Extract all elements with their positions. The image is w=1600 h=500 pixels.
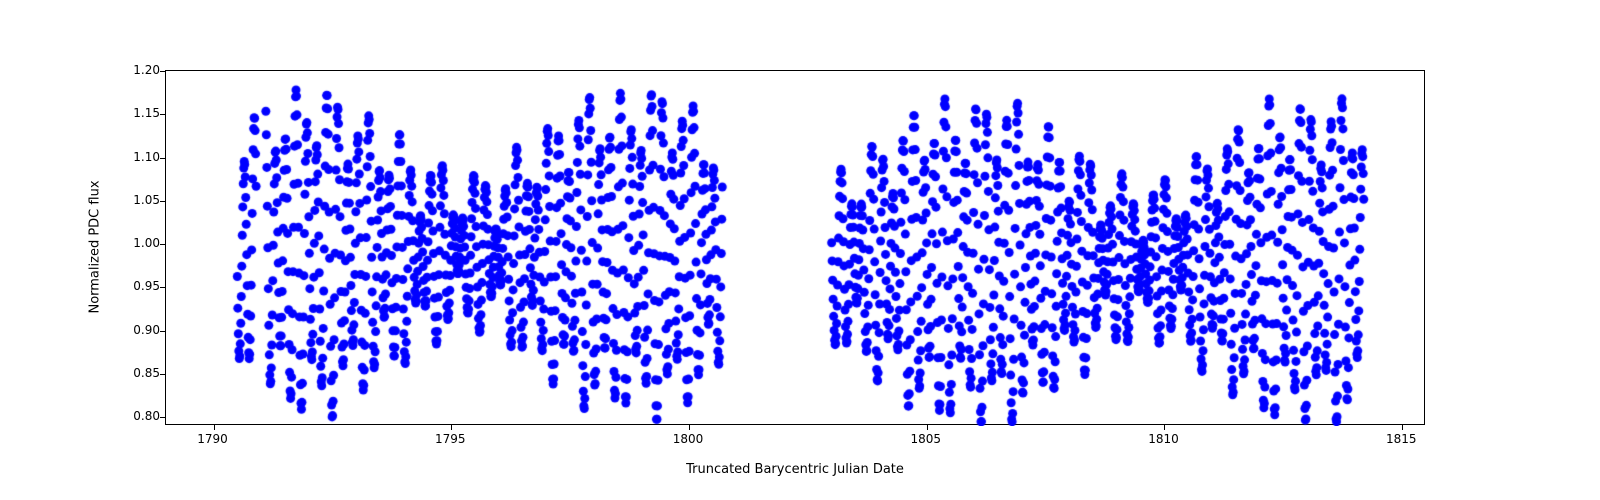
plot-area [165, 70, 1425, 425]
y-tick-label: 1.05 [133, 193, 160, 207]
y-tick [160, 201, 166, 202]
y-tick [160, 114, 166, 115]
y-tick-label: 1.00 [133, 236, 160, 250]
x-tick [689, 424, 690, 430]
x-tick [927, 424, 928, 430]
y-axis-label: Normalized PDC flux [88, 180, 103, 313]
y-tick [160, 158, 166, 159]
y-tick [160, 417, 166, 418]
x-tick-label: 1800 [673, 432, 704, 446]
y-tick [160, 287, 166, 288]
x-tick-label: 1815 [1386, 432, 1417, 446]
y-tick-label: 0.80 [133, 409, 160, 423]
x-tick [451, 424, 452, 430]
x-tick [1402, 424, 1403, 430]
y-tick [160, 374, 166, 375]
y-tick-label: 0.85 [133, 366, 160, 380]
y-tick-label: 0.90 [133, 323, 160, 337]
y-tick [160, 331, 166, 332]
y-tick [160, 244, 166, 245]
y-tick-label: 1.10 [133, 150, 160, 164]
y-tick [160, 71, 166, 72]
x-tick [1164, 424, 1165, 430]
x-tick [214, 424, 215, 430]
y-tick-label: 0.95 [133, 279, 160, 293]
x-tick-label: 1790 [197, 432, 228, 446]
scatter-points [166, 71, 1426, 426]
x-tick-label: 1805 [910, 432, 941, 446]
light-curve-chart [165, 70, 1425, 425]
x-tick-label: 1810 [1148, 432, 1179, 446]
y-tick-label: 1.15 [133, 106, 160, 120]
x-axis-label: Truncated Barycentric Julian Date [686, 462, 904, 477]
x-tick-label: 1795 [435, 432, 466, 446]
y-tick-label: 1.20 [133, 63, 160, 77]
